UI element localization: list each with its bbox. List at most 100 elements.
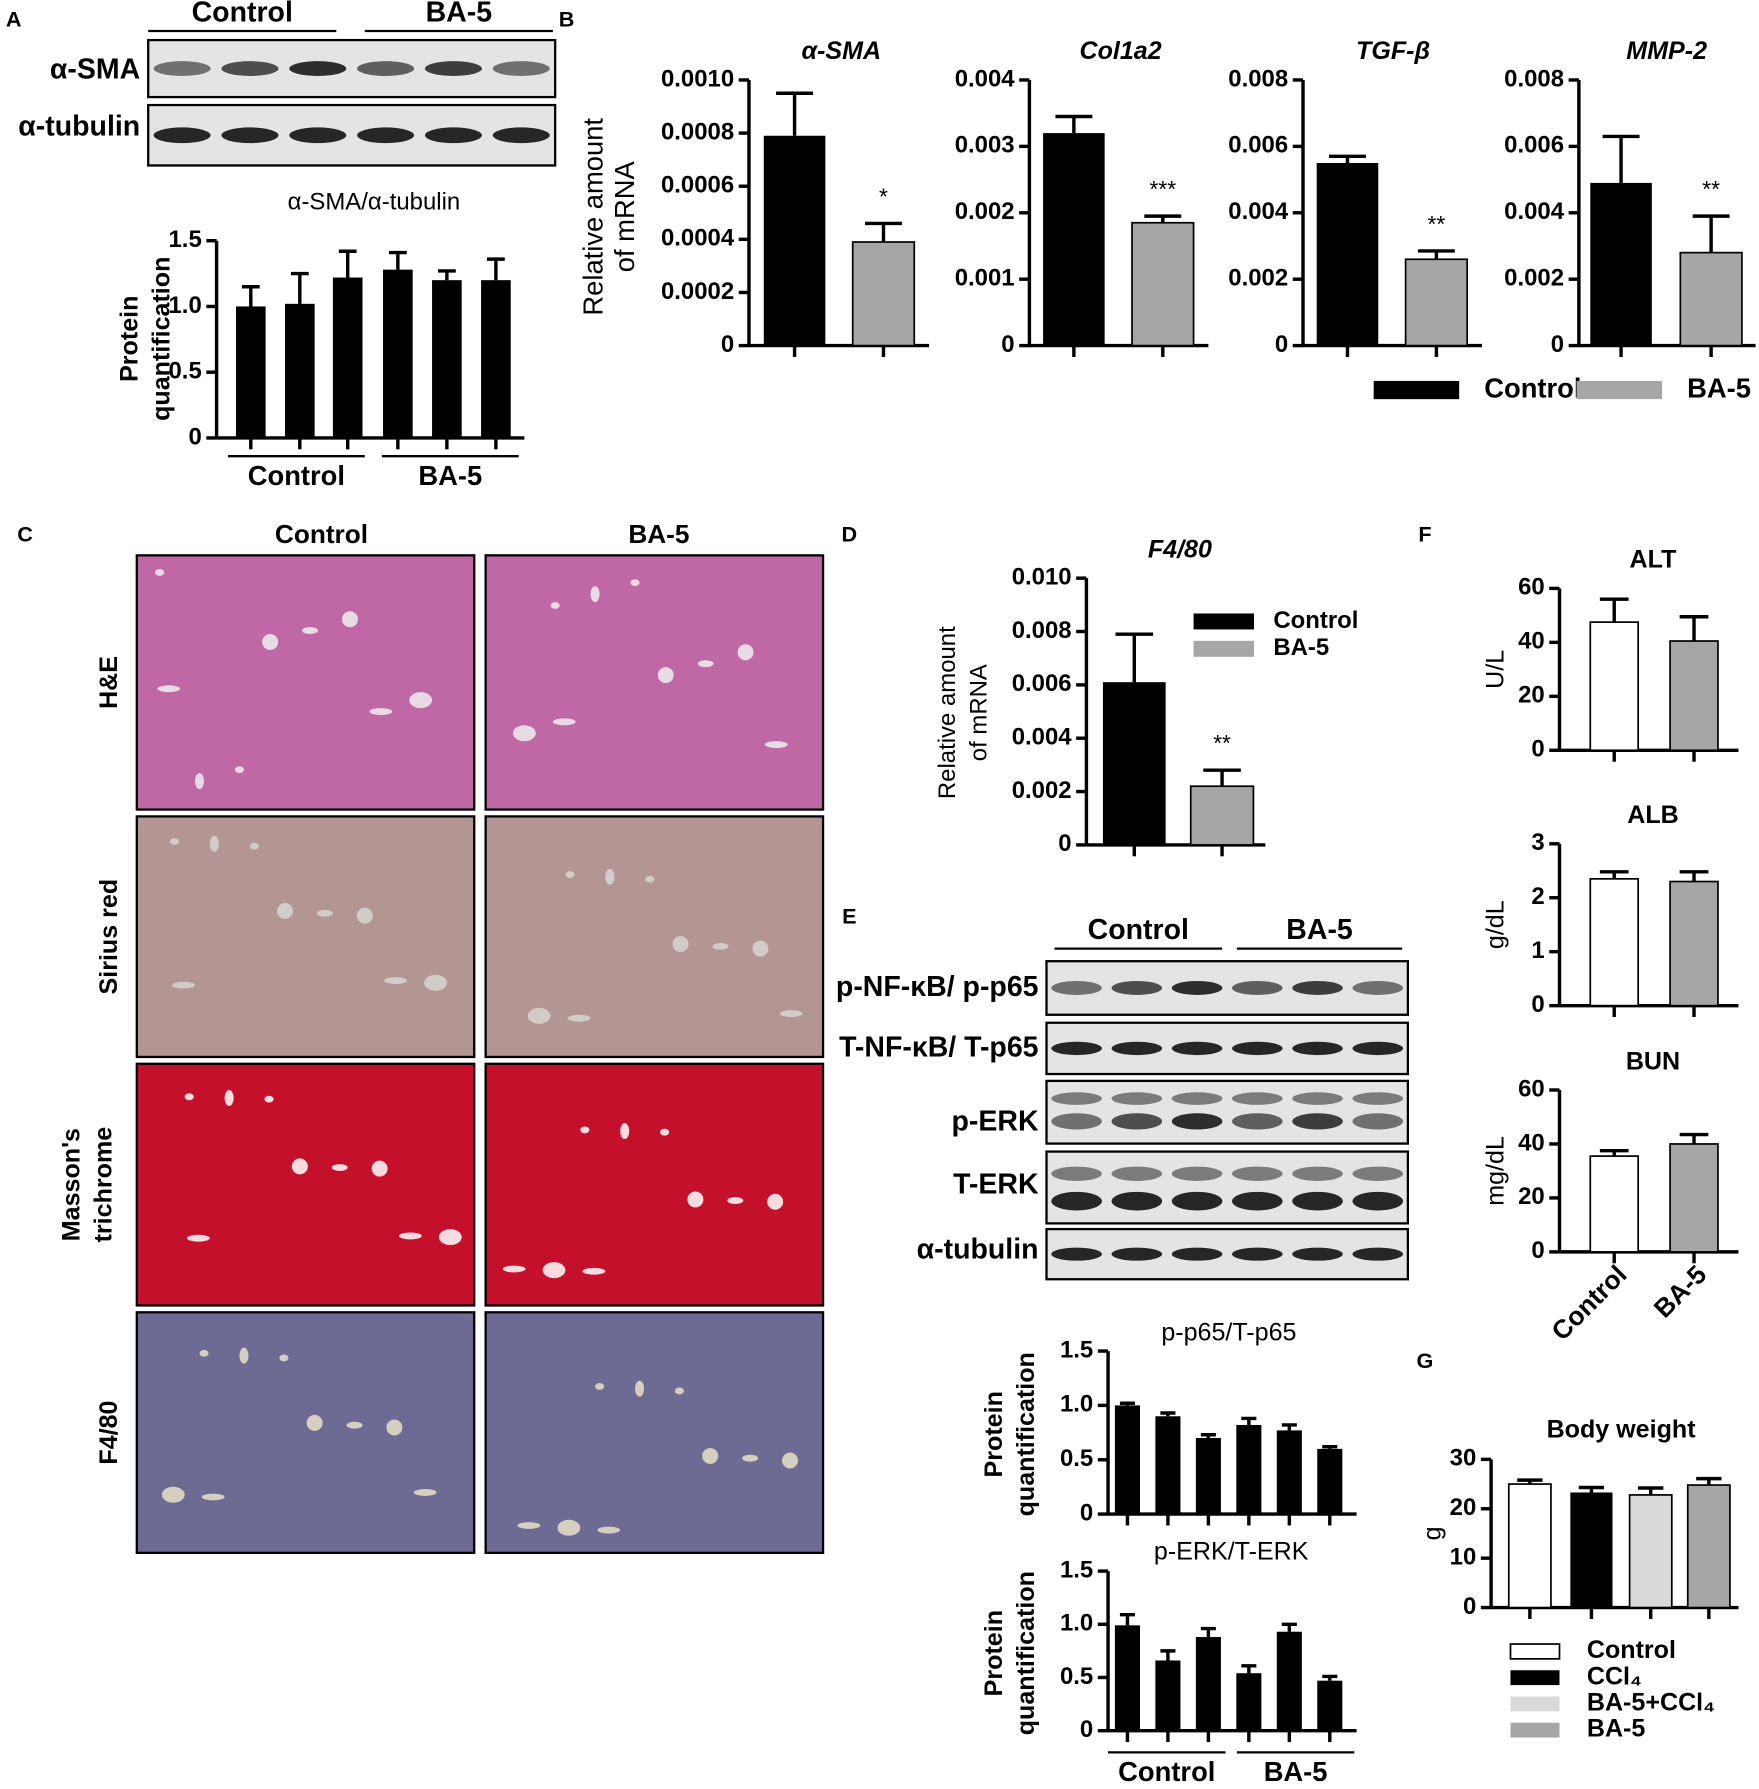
error-bar bbox=[241, 285, 260, 307]
blot-panel bbox=[147, 103, 557, 167]
bar bbox=[1155, 1416, 1181, 1515]
vessel bbox=[674, 1387, 684, 1395]
blot-panel bbox=[147, 38, 557, 99]
blot-band bbox=[357, 127, 415, 144]
vessel bbox=[752, 940, 769, 957]
blot-band bbox=[1292, 1113, 1343, 1130]
y-tick-label: 60 bbox=[1518, 574, 1545, 601]
vessel bbox=[234, 766, 244, 774]
vessel bbox=[424, 974, 447, 991]
y-tick-label: 1.0 bbox=[1060, 1391, 1093, 1418]
blot-band bbox=[1232, 1166, 1283, 1181]
blot-band bbox=[1232, 1092, 1283, 1105]
bar bbox=[1669, 640, 1719, 752]
bar bbox=[763, 135, 826, 346]
significance: ** bbox=[1702, 176, 1720, 202]
y-tick-label: 0.006 bbox=[1228, 132, 1288, 159]
vessel bbox=[557, 1519, 581, 1536]
y-tick-label: 0.008 bbox=[1012, 617, 1072, 644]
blot-row-label: T-ERK bbox=[953, 1168, 1039, 1200]
vessel bbox=[645, 875, 655, 883]
blot-band bbox=[1051, 1166, 1102, 1181]
histology-row-label: H&E bbox=[95, 656, 123, 709]
blot-band bbox=[153, 61, 211, 76]
legend-label: CCl₄ bbox=[1587, 1662, 1642, 1690]
y-tick-label: 0.0004 bbox=[661, 225, 735, 252]
panel-label: B bbox=[559, 6, 575, 31]
y-tick-label: 0.004 bbox=[1228, 198, 1289, 225]
y-tick-label: 0.006 bbox=[1012, 670, 1072, 697]
blot-band bbox=[357, 61, 415, 76]
bar bbox=[851, 241, 916, 347]
y-tick-label: 1.5 bbox=[169, 226, 202, 253]
y-tick-label: 0.0002 bbox=[661, 278, 734, 305]
bar bbox=[1236, 1673, 1262, 1731]
legend-label: BA-5 bbox=[1687, 372, 1751, 403]
vessel bbox=[590, 586, 600, 603]
histology-row-label: F4/80 bbox=[95, 1401, 123, 1465]
blot-band bbox=[1171, 981, 1223, 995]
vessel bbox=[155, 569, 165, 576]
y-tick-label: 0 bbox=[188, 423, 201, 450]
significance: *** bbox=[1149, 176, 1176, 202]
blot-row-label: α-SMA bbox=[50, 53, 140, 85]
bar bbox=[1043, 133, 1105, 346]
y-tick-label: 0 bbox=[1001, 331, 1014, 358]
error-bar bbox=[1119, 1401, 1135, 1406]
vessel bbox=[291, 1158, 308, 1175]
vessel bbox=[634, 1380, 645, 1397]
y-tick-label: 1.0 bbox=[169, 292, 202, 319]
blot-band bbox=[1111, 1113, 1163, 1130]
y-axis-label: Relative amount bbox=[577, 118, 608, 316]
bar bbox=[1236, 1424, 1262, 1515]
error-bar bbox=[1599, 870, 1629, 879]
vessel bbox=[620, 1123, 630, 1140]
bar bbox=[1189, 785, 1255, 846]
error-bar bbox=[338, 249, 357, 278]
legend-label: BA-5+CCl₄ bbox=[1587, 1689, 1715, 1717]
vessel bbox=[157, 685, 181, 693]
blot-band bbox=[153, 127, 211, 144]
error-bar bbox=[1281, 1622, 1297, 1632]
y-tick-label: 0.001 bbox=[955, 265, 1015, 292]
vessel bbox=[712, 942, 729, 950]
y-tick-label: 20 bbox=[1518, 682, 1545, 709]
bar bbox=[1589, 1155, 1640, 1253]
chart-title: MMP-2 bbox=[1626, 37, 1707, 65]
significance: * bbox=[879, 183, 888, 209]
vessel bbox=[341, 611, 358, 628]
vessel bbox=[565, 871, 575, 878]
bar bbox=[332, 277, 363, 438]
bar bbox=[235, 306, 266, 438]
error-bar bbox=[1328, 154, 1366, 163]
vessel bbox=[517, 1522, 541, 1529]
vessel bbox=[316, 909, 333, 917]
y-tick-label: 0.003 bbox=[955, 132, 1015, 159]
histology-image bbox=[135, 815, 476, 1059]
vessel bbox=[371, 1160, 388, 1177]
blot-band bbox=[1171, 1092, 1223, 1105]
bar bbox=[1679, 251, 1743, 347]
vessel bbox=[764, 741, 788, 749]
y-tick-label: 10 bbox=[1450, 1543, 1477, 1570]
vessel bbox=[413, 1489, 437, 1496]
vessel bbox=[542, 1262, 566, 1279]
blot-band bbox=[1232, 981, 1283, 995]
blot-band bbox=[1352, 981, 1404, 995]
vessel bbox=[194, 773, 205, 790]
vessel bbox=[201, 1493, 225, 1501]
group-label: Control bbox=[248, 460, 345, 491]
blot-row-label: T-NF-κB/ T-p65 bbox=[839, 1031, 1039, 1063]
y-tick-label: 0.002 bbox=[1504, 265, 1564, 292]
blot-panel bbox=[1045, 1021, 1410, 1076]
vessel bbox=[302, 627, 319, 635]
vessel bbox=[779, 1010, 803, 1018]
vessel bbox=[502, 1265, 526, 1273]
blot-band bbox=[1111, 1166, 1163, 1181]
vessel bbox=[567, 1014, 591, 1022]
vessel bbox=[512, 725, 536, 742]
chart-title: Col1a2 bbox=[1080, 37, 1162, 65]
y-axis-label: of mRNA bbox=[966, 664, 993, 761]
vessel bbox=[687, 1191, 704, 1208]
